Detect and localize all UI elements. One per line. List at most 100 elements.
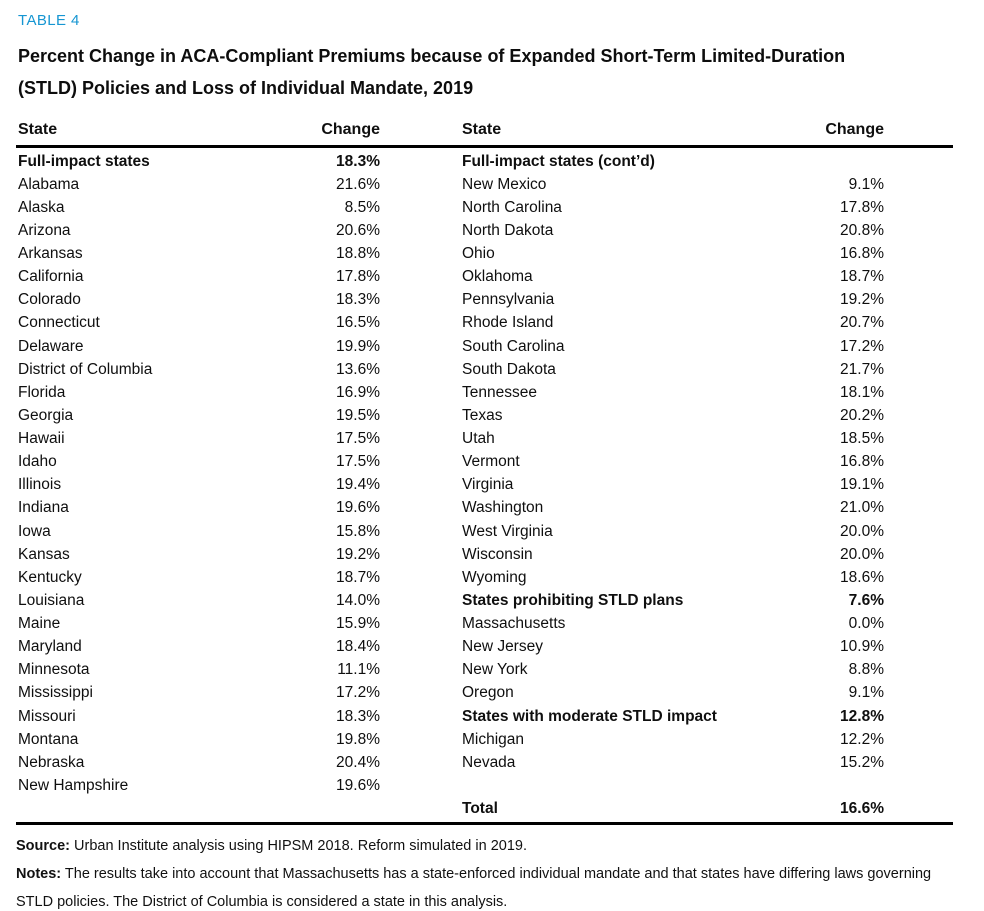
state-name-cell: Full-impact states (cont’d) bbox=[462, 152, 655, 170]
state-name-cell: Ohio bbox=[462, 245, 495, 263]
state-name-cell: Texas bbox=[462, 406, 503, 424]
table-row: South Carolina 17.2% bbox=[460, 335, 884, 358]
change-value-cell: 19.6% bbox=[336, 776, 380, 794]
notes-note: Notes: The results take into account tha… bbox=[16, 860, 953, 911]
change-value-cell: 19.1% bbox=[840, 476, 884, 494]
state-name-cell: New Jersey bbox=[462, 638, 543, 656]
table-row: District of Columbia 13.6% bbox=[16, 358, 380, 381]
change-value-cell: 17.5% bbox=[336, 453, 380, 471]
change-value-cell: 20.6% bbox=[336, 221, 380, 239]
change-value-cell: 18.3% bbox=[336, 707, 380, 725]
change-value-cell: 19.8% bbox=[336, 730, 380, 748]
change-value-cell: 8.5% bbox=[344, 198, 380, 216]
total-value: 16.6% bbox=[840, 800, 884, 818]
table-title-line1: Percent Change in ACA-Compliant Premiums… bbox=[18, 46, 846, 66]
notes-text: The results take into account that Massa… bbox=[16, 865, 932, 910]
state-name-cell: Arizona bbox=[18, 221, 71, 239]
state-name-cell: Hawaii bbox=[18, 430, 65, 448]
table-footnotes: Source: Urban Institute analysis using H… bbox=[16, 832, 953, 911]
change-value-cell: 15.9% bbox=[336, 615, 380, 633]
table-row: Oklahoma 18.7% bbox=[460, 266, 884, 289]
change-value-cell: 17.2% bbox=[840, 337, 884, 355]
table-row: Florida 16.9% bbox=[16, 381, 380, 404]
state-name-cell: Georgia bbox=[18, 406, 74, 424]
table-row: Connecticut 16.5% bbox=[16, 312, 380, 335]
header-right-half: State Change bbox=[460, 121, 953, 139]
state-name-cell: North Carolina bbox=[462, 198, 562, 216]
change-value-cell: 7.6% bbox=[848, 591, 884, 609]
change-value-cell: 16.5% bbox=[336, 314, 380, 332]
change-value-cell: 0.0% bbox=[848, 615, 884, 633]
change-value-cell: 10.9% bbox=[840, 638, 884, 656]
table-row: Hawaii 17.5% bbox=[16, 428, 380, 451]
change-value-cell: 20.7% bbox=[840, 314, 884, 332]
change-value-cell: 21.6% bbox=[336, 175, 380, 193]
table-row: West Virginia 20.0% bbox=[460, 520, 884, 543]
state-name-cell: Wisconsin bbox=[462, 545, 533, 563]
table-row: California 17.8% bbox=[16, 266, 380, 289]
change-value-cell: 18.3% bbox=[336, 152, 380, 170]
source-note: Source: Urban Institute analysis using H… bbox=[16, 832, 953, 860]
total-label: Total bbox=[462, 800, 498, 818]
change-value-cell: 19.2% bbox=[840, 291, 884, 309]
table-row: Georgia 19.5% bbox=[16, 404, 380, 427]
state-name-cell: Alabama bbox=[18, 175, 80, 193]
table-row: Maryland 18.4% bbox=[16, 636, 380, 659]
state-name-cell: Kentucky bbox=[18, 568, 82, 586]
state-name-cell: Colorado bbox=[18, 291, 81, 309]
table-row: Michigan 12.2% bbox=[460, 728, 884, 751]
change-value-cell: 19.6% bbox=[336, 499, 380, 517]
state-name-cell: Indiana bbox=[18, 499, 69, 517]
change-value-cell: 19.5% bbox=[336, 406, 380, 424]
table-row: Montana 19.8% bbox=[16, 728, 380, 751]
notes-label: Notes: bbox=[16, 865, 62, 882]
change-value-cell: 18.8% bbox=[336, 245, 380, 263]
state-name-cell: Tennessee bbox=[462, 383, 537, 401]
change-value-cell: 20.0% bbox=[840, 545, 884, 563]
table-number-label: TABLE 4 bbox=[18, 12, 80, 29]
table-row: Utah 18.5% bbox=[460, 428, 884, 451]
change-value-cell: 20.8% bbox=[840, 221, 884, 239]
state-name-cell: Massachusetts bbox=[462, 615, 566, 633]
change-value-cell: 20.0% bbox=[840, 522, 884, 540]
state-name-cell: Minnesota bbox=[18, 661, 90, 679]
table-row: Arizona 20.6% bbox=[16, 219, 380, 242]
table-row: Minnesota 11.1% bbox=[16, 659, 380, 682]
table-row: Colorado 18.3% bbox=[16, 289, 380, 312]
left-column: Full-impact states 18.3% Alabama 21.6% A… bbox=[16, 150, 380, 798]
table-row: Tennessee 18.1% bbox=[460, 381, 884, 404]
table-row: North Carolina 17.8% bbox=[460, 196, 884, 219]
table-body: Full-impact states 18.3% Alabama 21.6% A… bbox=[16, 148, 953, 825]
state-name-cell: Louisiana bbox=[18, 591, 85, 609]
state-name-cell: Michigan bbox=[462, 730, 525, 748]
state-name-cell: Arkansas bbox=[18, 245, 83, 263]
state-name-cell: California bbox=[18, 268, 84, 286]
table-row: New Mexico 9.1% bbox=[460, 173, 884, 196]
change-value-cell: 17.2% bbox=[336, 684, 380, 702]
state-name-cell: Oregon bbox=[462, 684, 514, 702]
table-row: New Jersey 10.9% bbox=[460, 636, 884, 659]
column-header-state-left: State bbox=[18, 121, 58, 138]
change-value-cell: 8.8% bbox=[848, 661, 884, 679]
change-value-cell: 18.1% bbox=[840, 383, 884, 401]
change-value-cell: 11.1% bbox=[337, 661, 380, 679]
state-name-cell: Illinois bbox=[18, 476, 62, 494]
table-row: Delaware 19.9% bbox=[16, 335, 380, 358]
state-name-cell: Montana bbox=[18, 730, 79, 748]
change-value-cell: 18.4% bbox=[336, 638, 380, 656]
column-header-change-right: Change bbox=[825, 121, 884, 138]
source-label: Source: bbox=[16, 837, 70, 854]
column-header-change-left: Change bbox=[321, 121, 380, 138]
change-value-cell: 18.3% bbox=[336, 291, 380, 309]
table-row: Missouri 18.3% bbox=[16, 705, 380, 728]
state-name-cell: South Dakota bbox=[462, 360, 556, 378]
table-row: Illinois 19.4% bbox=[16, 474, 380, 497]
table-row: Ohio 16.8% bbox=[460, 243, 884, 266]
change-value-cell: 9.1% bbox=[848, 175, 884, 193]
state-name-cell: Delaware bbox=[18, 337, 84, 355]
table-row: States prohibiting STLD plans 7.6% bbox=[460, 589, 884, 612]
source-text: Urban Institute analysis using HIPSM 201… bbox=[70, 837, 527, 854]
table-row: Full-impact states 18.3% bbox=[16, 150, 380, 173]
table-row: Iowa 15.8% bbox=[16, 520, 380, 543]
